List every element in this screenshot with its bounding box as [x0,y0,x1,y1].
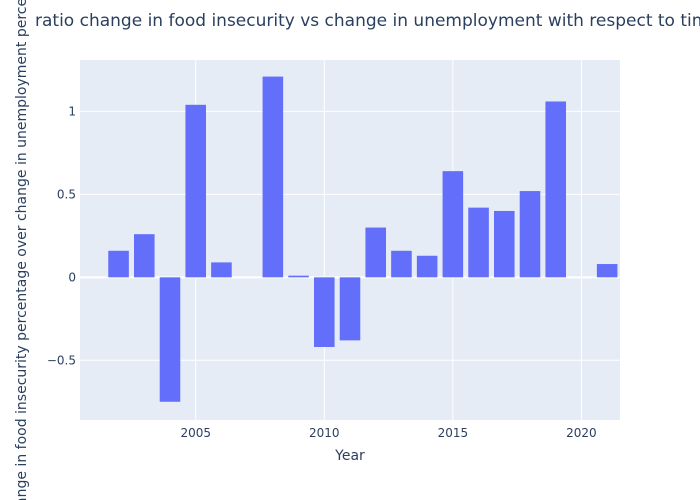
bar[interactable] [519,191,541,278]
bar[interactable] [416,255,438,278]
x-axis-title: Year [334,448,365,464]
x-tick-label: 2005 [180,426,211,440]
y-tick-label: −0.5 [47,353,76,367]
y-tick-label: 0.5 [57,187,76,201]
bar[interactable] [442,171,464,278]
chart-title: ratio change in food insecurity vs chang… [35,11,700,31]
y-tick-label: 0 [68,270,76,284]
bar[interactable] [468,207,489,278]
bar[interactable] [596,264,618,278]
bar[interactable] [185,104,206,278]
bar[interactable] [365,227,386,278]
bar[interactable] [134,234,155,278]
bar[interactable] [314,277,335,348]
bars [108,76,618,402]
bar[interactable] [545,101,566,278]
bar[interactable] [494,210,515,278]
bar[interactable] [108,250,129,278]
bar[interactable] [391,250,412,278]
x-tick-label: 2010 [309,426,340,440]
y-tick-label: 1 [68,104,76,118]
bar[interactable] [211,262,232,278]
bar[interactable] [339,277,361,341]
x-tick-label: 2015 [438,426,469,440]
y-axis-ticks: −0.5 0 0.5 1 [47,104,76,367]
bar[interactable] [288,275,309,278]
y-axis-title: change in food insecurity percentage ove… [14,0,30,500]
x-tick-label: 2020 [566,426,597,440]
bar[interactable] [262,76,284,278]
bar[interactable] [159,277,181,402]
x-axis-ticks: 2005 2010 2015 2020 [180,426,596,440]
